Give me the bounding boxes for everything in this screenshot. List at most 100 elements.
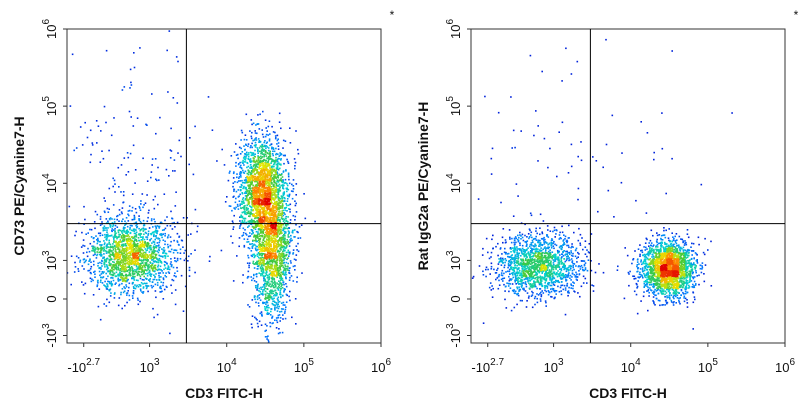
event-dot (158, 241, 161, 244)
event-dot (283, 221, 286, 224)
event-dot (129, 259, 131, 261)
event-dot (157, 248, 160, 251)
event-dot (79, 126, 82, 128)
event-dot (125, 230, 128, 232)
event-dot (122, 280, 125, 282)
event-dot (74, 266, 77, 268)
event-dot (109, 264, 112, 267)
event-dot (160, 281, 162, 283)
event-dot (75, 147, 78, 149)
event-dot (251, 178, 253, 180)
event-dot (139, 265, 141, 268)
event-dot (116, 260, 118, 263)
event-dot (91, 142, 94, 144)
event-dot (269, 250, 272, 253)
event-dot (159, 255, 162, 257)
event-dot (267, 220, 269, 223)
event-dot (284, 310, 286, 313)
event-dot (133, 214, 136, 217)
event-dot (273, 237, 275, 239)
event-dot (135, 224, 137, 227)
event-dot (155, 245, 157, 247)
event-dot (257, 265, 260, 268)
event-dot (240, 164, 242, 167)
event-dot (117, 248, 120, 250)
event-dot (124, 253, 127, 256)
event-dot (269, 240, 271, 242)
event-dot (298, 226, 301, 228)
event-dot (273, 183, 275, 186)
event-dot (137, 299, 139, 301)
event-dot (130, 260, 133, 263)
event-dot (125, 244, 127, 247)
event-dot (127, 266, 129, 268)
event-dot (115, 248, 117, 251)
event-dot (255, 185, 257, 187)
event-dot (270, 244, 272, 246)
event-dot (268, 183, 271, 185)
event-dot (264, 298, 267, 300)
event-dot (262, 290, 264, 293)
event-dot (282, 301, 285, 304)
event-dot (139, 241, 142, 243)
event-dot (141, 239, 144, 241)
event-dot (109, 295, 112, 297)
event-dot (304, 217, 307, 220)
event-dot (271, 264, 274, 267)
event-dot (101, 244, 103, 246)
event-dot (269, 164, 271, 167)
event-dot (116, 261, 119, 264)
event-dot (275, 215, 278, 218)
event-dot (271, 289, 273, 292)
event-dot (140, 247, 142, 249)
event-dot (247, 193, 249, 195)
event-dot (259, 205, 262, 208)
event-dot (140, 267, 143, 270)
event-dot (141, 243, 143, 245)
event-dot (241, 198, 244, 201)
event-dot (120, 211, 123, 213)
event-dot (131, 218, 134, 221)
event-dot (156, 250, 158, 252)
event-dot (141, 273, 143, 276)
event-dot (107, 222, 110, 224)
event-dot (256, 180, 258, 183)
event-dot (161, 290, 163, 293)
event-dot (82, 258, 85, 261)
event-dot (262, 258, 265, 260)
event-dot (176, 257, 179, 260)
event-dot (284, 304, 286, 306)
event-dot (113, 266, 116, 268)
event-dot (102, 247, 104, 250)
event-dot (284, 265, 287, 268)
event-dot (254, 189, 257, 192)
event-dot (285, 246, 288, 248)
event-dot (82, 252, 85, 254)
event-dot (257, 188, 260, 190)
event-dot (273, 277, 275, 280)
event-dot (288, 255, 290, 257)
event-dot (117, 253, 120, 256)
event-dot (249, 178, 251, 181)
event-dot (264, 225, 267, 227)
event-dot (163, 268, 165, 271)
event-dot (150, 171, 153, 173)
event-dot (132, 263, 134, 265)
event-dot (140, 282, 143, 284)
event-dot (277, 177, 280, 179)
event-dot (258, 174, 261, 176)
event-dot (136, 267, 139, 270)
event-dot (296, 230, 298, 233)
event-dot (146, 257, 148, 259)
event-dot (152, 199, 155, 201)
event-dot (294, 219, 296, 221)
event-dot (264, 172, 266, 175)
event-dot (262, 269, 265, 271)
event-dot (173, 159, 176, 161)
event-dot (247, 153, 250, 156)
event-dot (140, 259, 143, 261)
event-dot (129, 254, 132, 256)
event-dot (267, 212, 270, 215)
event-dot (121, 249, 123, 252)
event-dot (157, 225, 160, 228)
